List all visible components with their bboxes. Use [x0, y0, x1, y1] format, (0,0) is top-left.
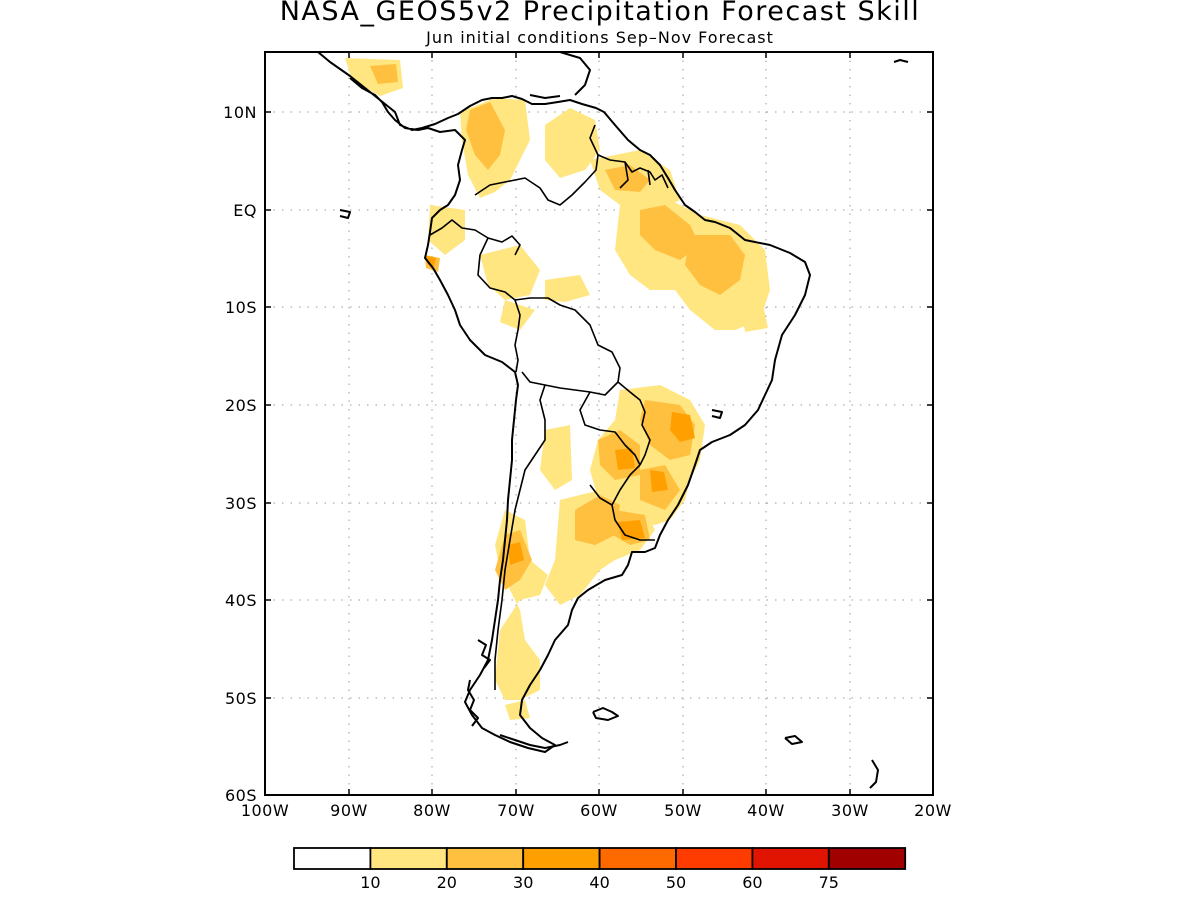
grid-lines [265, 52, 933, 795]
y-tick-label: 10N [223, 103, 257, 122]
x-tick-label: 40W [747, 801, 785, 820]
colorbar-swatch [751, 847, 830, 870]
y-tick-label: 20S [225, 396, 257, 415]
y-axis: 10N EQ 10S 20S 30S 40S 50S 60S [223, 103, 933, 805]
skill-10-20-areas [345, 58, 770, 720]
y-tick-label: 30S [225, 494, 257, 513]
colorbar-swatch [827, 847, 907, 870]
colorbar-swatch [522, 847, 601, 870]
colorbar-label: 60 [742, 873, 762, 892]
coastlines [317, 52, 909, 789]
x-tick-label: 90W [330, 801, 368, 820]
colorbar-label: 75 [819, 873, 839, 892]
y-tick-label: EQ [233, 201, 257, 220]
y-tick-label: 50S [225, 689, 257, 708]
y-tick-label: 40S [225, 591, 257, 610]
x-tick-label: 20W [914, 801, 952, 820]
colorbar-swatch [445, 847, 525, 870]
x-tick-label: 50W [664, 801, 702, 820]
colorbar-label: 40 [589, 873, 609, 892]
skill-shading [345, 58, 770, 720]
colorbar-swatch [293, 847, 372, 870]
y-tick-label: 60S [225, 786, 257, 805]
map-subtitle: Jun initial conditions Sep–Nov Forecast [426, 28, 774, 47]
y-tick-label: 10S [225, 298, 257, 317]
country-borders [429, 124, 669, 690]
x-tick-label: 80W [413, 801, 451, 820]
x-tick-label: 70W [497, 801, 535, 820]
colorbar-swatch [369, 847, 448, 870]
colorbar-label: 10 [360, 873, 380, 892]
colorbar-swatch [598, 847, 677, 870]
colorbar-label: 20 [437, 873, 457, 892]
x-axis: 100W 90W 80W 70W 60W 50W 40W 30W 20W [241, 52, 952, 820]
map-title: NASA_GEOS5v2 Precipitation Forecast Skil… [279, 0, 921, 27]
colorbar-label: 30 [513, 873, 533, 892]
x-tick-label: 100W [241, 801, 289, 820]
colorbar-label: 50 [666, 873, 686, 892]
colorbar-swatch [675, 847, 754, 870]
x-tick-label: 60W [580, 801, 618, 820]
colorbar: 10 20 30 40 50 60 75 [293, 847, 907, 892]
x-tick-label: 30W [831, 801, 869, 820]
